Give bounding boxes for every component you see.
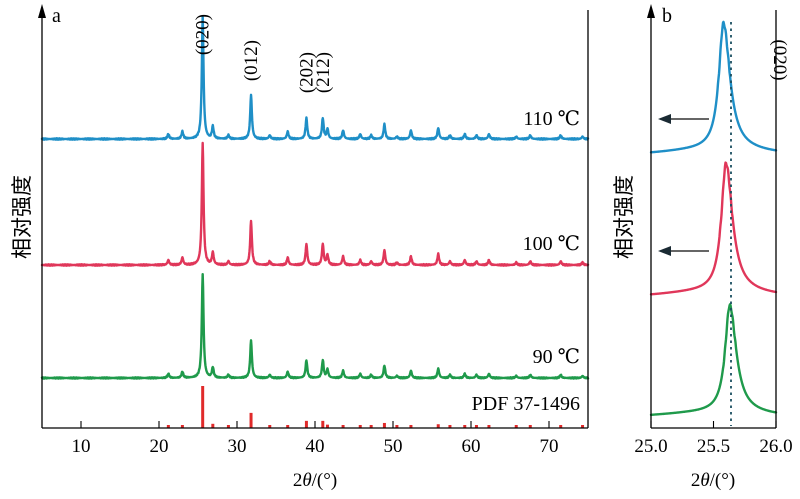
peak-label: (202) <box>296 52 317 93</box>
shift-arrow-100 <box>658 246 709 256</box>
panel-b-traces <box>649 20 778 417</box>
panel-a-traces <box>40 15 590 428</box>
panel-a-x-label: 2θ/(°) <box>293 470 337 491</box>
panel-b-y-axis-arrow <box>647 4 655 18</box>
panel-a-x-tick-label: 60 <box>462 436 481 457</box>
peak-label: (012) <box>241 40 262 81</box>
panel-a: 10 20 30 40 50 60 70 a 相对强度 2θ/(°) (020)(012)(… <box>10 4 590 491</box>
panel-b-x-ticks: 25.0 25.5 26.0 <box>634 421 793 457</box>
panel-b-series-line <box>649 20 778 154</box>
panel-b-label: b <box>662 5 672 27</box>
panel-a-x-tick-label: 40 <box>306 436 325 457</box>
panel-b: 25.0 25.5 26.0 b 相对强度 2θ/(°) (020) <box>612 4 793 491</box>
panel-b-peak-label: (020) <box>769 39 790 80</box>
shift-arrow-110 <box>658 114 709 124</box>
legend-label-110: 110 ℃ <box>523 108 580 130</box>
panel-a-series-line <box>40 141 590 267</box>
panel-b-y-label: 相对强度 <box>612 175 636 259</box>
panel-a-y-label: 相对强度 <box>10 175 34 259</box>
panel-a-x-tick-label: 70 <box>540 436 559 457</box>
panel-a-series-line <box>40 272 590 380</box>
panel-a-x-tick-label: 20 <box>150 436 169 457</box>
panel-b-x-label: 2θ/(°) <box>691 470 735 491</box>
panel-a-peak-labels: (020) (012) (202)(212) <box>193 14 334 93</box>
legend-label-pdf: PDF 37-1496 <box>472 393 580 415</box>
panel-b-x-tick-label: 25.5 <box>697 436 730 457</box>
panel-a-x-tick-label: 10 <box>72 436 91 457</box>
panel-b-x-tick-label: 25.0 <box>634 436 667 457</box>
peak-label: (212) <box>313 52 334 93</box>
panel-b-series-line <box>649 303 778 417</box>
panel-a-y-axis-arrow <box>38 4 46 18</box>
panel-b-x-tick-label: 26.0 <box>759 436 792 457</box>
panel-a-x-ticks: 10 20 30 40 50 60 70 <box>72 421 559 457</box>
peak-label: (020) <box>193 14 214 55</box>
panel-a-x-tick-label: 50 <box>384 436 403 457</box>
panel-b-series-line <box>649 161 778 296</box>
panel-a-label: a <box>52 5 61 27</box>
panel-a-x-tick-label: 30 <box>228 436 247 457</box>
legend-label-90: 90 ℃ <box>533 346 580 368</box>
legend-label-100: 100 ℃ <box>523 233 580 255</box>
panel-a-series-line <box>40 15 590 141</box>
